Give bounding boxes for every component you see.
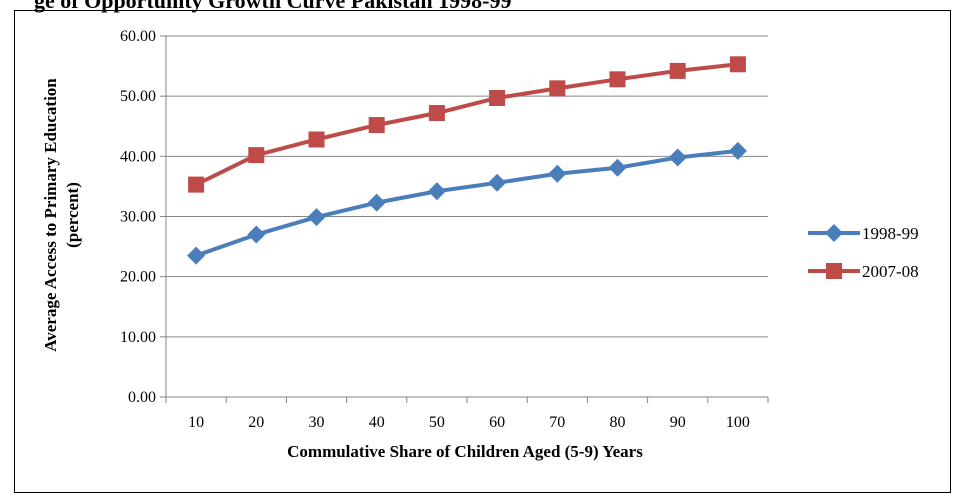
y-tick-labels: 0.00 10.00 20.00 30.00 40.00 50.00 60.00 bbox=[120, 28, 156, 406]
legend-item: 2007-08 bbox=[808, 262, 919, 281]
data-point bbox=[549, 80, 566, 97]
data-point bbox=[188, 176, 205, 193]
series-line bbox=[195, 148, 739, 258]
legend-label: 1998-99 bbox=[862, 224, 919, 243]
series-line bbox=[195, 62, 739, 187]
x-tick-label: 40 bbox=[369, 414, 385, 431]
x-tick-label: 30 bbox=[309, 414, 325, 431]
y-axis-title-group: Average Access to Primary Education (per… bbox=[41, 78, 82, 352]
y-tick-label: 10.00 bbox=[120, 329, 156, 346]
data-point bbox=[187, 246, 206, 265]
data-point bbox=[428, 105, 445, 122]
data-point bbox=[669, 62, 686, 79]
y-tick-label: 0.00 bbox=[128, 389, 156, 406]
data-point bbox=[729, 56, 746, 73]
y-tick-label: 20.00 bbox=[120, 269, 156, 286]
chart-title: ge of Opportunity Growth Curve Pakistan … bbox=[34, 0, 512, 13]
data-point bbox=[548, 164, 567, 183]
series-2007-08 bbox=[188, 56, 746, 193]
x-tick-label: 70 bbox=[549, 414, 565, 431]
data-point bbox=[308, 131, 325, 148]
data-point bbox=[608, 158, 627, 177]
x-tick-label: 50 bbox=[429, 414, 445, 431]
data-point bbox=[247, 225, 266, 244]
y-tick-label: 40.00 bbox=[120, 148, 156, 165]
x-tick-label: 80 bbox=[610, 414, 626, 431]
x-tick-label: 60 bbox=[489, 414, 505, 431]
legend-label: 2007-08 bbox=[862, 262, 919, 281]
y-tick-label: 60.00 bbox=[120, 28, 156, 45]
x-tick-labels: 10 20 30 40 50 60 70 80 90 100 bbox=[188, 414, 750, 431]
series-layer bbox=[187, 56, 747, 265]
x-tick-label: 20 bbox=[248, 414, 264, 431]
y-axis-title-line2: (percent) bbox=[63, 182, 82, 248]
gridlines bbox=[166, 35, 768, 338]
x-tick-label: 100 bbox=[726, 414, 750, 431]
series-1998-99 bbox=[187, 141, 747, 265]
legend: 1998-99 2007-08 bbox=[808, 224, 919, 281]
x-tick-label: 90 bbox=[670, 414, 686, 431]
data-point bbox=[728, 141, 747, 160]
data-point bbox=[307, 208, 326, 227]
legend-swatch-marker bbox=[825, 224, 843, 242]
data-point bbox=[248, 147, 265, 164]
legend-item: 1998-99 bbox=[808, 224, 919, 243]
data-point bbox=[489, 89, 506, 106]
chart-title-clip: ge of Opportunity Growth Curve Pakistan … bbox=[34, 0, 512, 13]
legend-swatch-marker bbox=[826, 263, 842, 279]
data-point bbox=[368, 117, 385, 134]
y-tick-label: 30.00 bbox=[120, 209, 156, 226]
axes bbox=[160, 35, 769, 403]
x-axis-title: Commulative Share of Children Aged (5-9)… bbox=[287, 442, 643, 461]
y-axis-title-line1: Average Access to Primary Education bbox=[41, 78, 60, 352]
data-point bbox=[668, 148, 687, 167]
data-point bbox=[367, 193, 386, 212]
x-tick-label: 10 bbox=[188, 414, 204, 431]
data-point bbox=[427, 182, 446, 201]
y-tick-label: 50.00 bbox=[120, 88, 156, 105]
data-point bbox=[488, 173, 507, 192]
chart-frame bbox=[14, 10, 951, 493]
data-point bbox=[609, 71, 626, 88]
